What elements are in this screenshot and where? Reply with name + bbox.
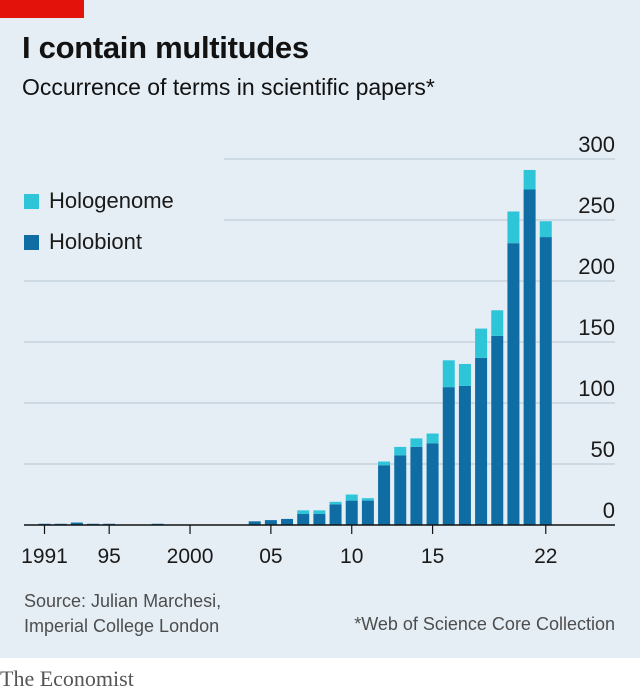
bar-holobiont-2006 [281,518,294,525]
chart-subtitle: Occurrence of terms in scientific papers… [22,74,435,100]
bar-hologenome-2012 [378,461,391,466]
chart-panel: I contain multitudes Occurrence of terms… [0,0,640,658]
footnote: *Web of Science Core Collection [354,614,615,634]
bar-hologenome-2016 [442,360,455,388]
bar-hologenome-2009 [329,501,342,505]
source-note: Source: Julian Marchesi, Imperial Colleg… [24,589,221,639]
source-line-2: Imperial College London [24,616,220,636]
bar-hologenome-2008 [313,510,326,515]
bar-holobiont-2021 [523,189,536,525]
bar-holobiont-2004 [248,521,261,525]
bar-holobiont-2014 [410,446,423,525]
bar-hologenome-2007 [297,510,310,515]
legend-swatch-hologenome [24,193,39,209]
legend-item-hologenome: Hologenome [24,188,174,214]
legend-item-holobiont: Holobiont [24,229,142,255]
bar-holobiont-2012 [378,465,391,525]
bar-hologenome-2017 [458,363,471,386]
bar-holobiont-2005 [264,520,277,525]
bar-holobiont-1993 [70,522,83,525]
bar-hologenome-2020 [507,211,520,244]
bar-hologenome-2014 [410,438,423,447]
bar-hologenome-2010 [345,494,358,501]
bar-holobiont-2022 [539,237,552,525]
bar-holobiont-2011 [361,500,374,525]
bar-holobiont-2016 [442,387,455,525]
legend-label-hologenome: Hologenome [49,188,174,213]
bar-hologenome-2015 [426,433,439,444]
y-tick-label-200: 200 [578,254,615,279]
legend-swatch-holobiont [24,234,39,250]
x-tick-label-2015: 15 [421,545,444,568]
chart-title: I contain multitudes [22,30,309,65]
bar-hologenome-2021 [523,169,536,190]
x-tick-label-2010: 10 [340,545,363,568]
bar-holobiont-2020 [507,243,520,525]
y-tick-label-300: 300 [578,132,615,157]
brand-red-tag [0,0,84,18]
bar-holobiont-2009 [329,504,342,525]
bar-hologenome-2011 [361,498,374,501]
bar-holobiont-2007 [297,514,310,525]
y-tick-label-100: 100 [578,376,615,401]
bar-hologenome-2019 [491,310,504,336]
bar-holobiont-2015 [426,443,439,525]
bar-holobiont-2008 [313,514,326,525]
bar-holobiont-2018 [475,357,488,525]
bar-holobiont-2010 [345,500,358,525]
x-tick-label-1995: 95 [98,545,121,568]
x-tick-label-1991: 1991 [21,545,68,568]
bar-holobiont-2013 [394,455,407,525]
source-line-1: Source: Julian Marchesi, [24,591,222,611]
x-tick-label-2005: 05 [259,545,282,568]
bar-holobiont-2019 [491,335,504,525]
legend-label-holobiont: Holobiont [49,229,142,254]
bar-holobiont-2017 [458,385,471,525]
x-tick-label-2022: 22 [534,545,557,568]
y-tick-label-250: 250 [578,193,615,218]
bar-hologenome-2018 [475,328,488,358]
y-tick-label-0: 0 [603,498,615,523]
bar-hologenome-2022 [539,221,552,238]
y-tick-label-50: 50 [591,437,615,462]
stacked-bar-chart: 0 50 100 150 200 250 300 1991 95 2000 05 10 15 22 [21,132,615,568]
y-tick-label-150: 150 [578,315,615,340]
x-tick-label-2000: 2000 [167,545,214,568]
bar-hologenome-2013 [394,446,407,456]
economist-logo: The Economist [0,666,134,691]
